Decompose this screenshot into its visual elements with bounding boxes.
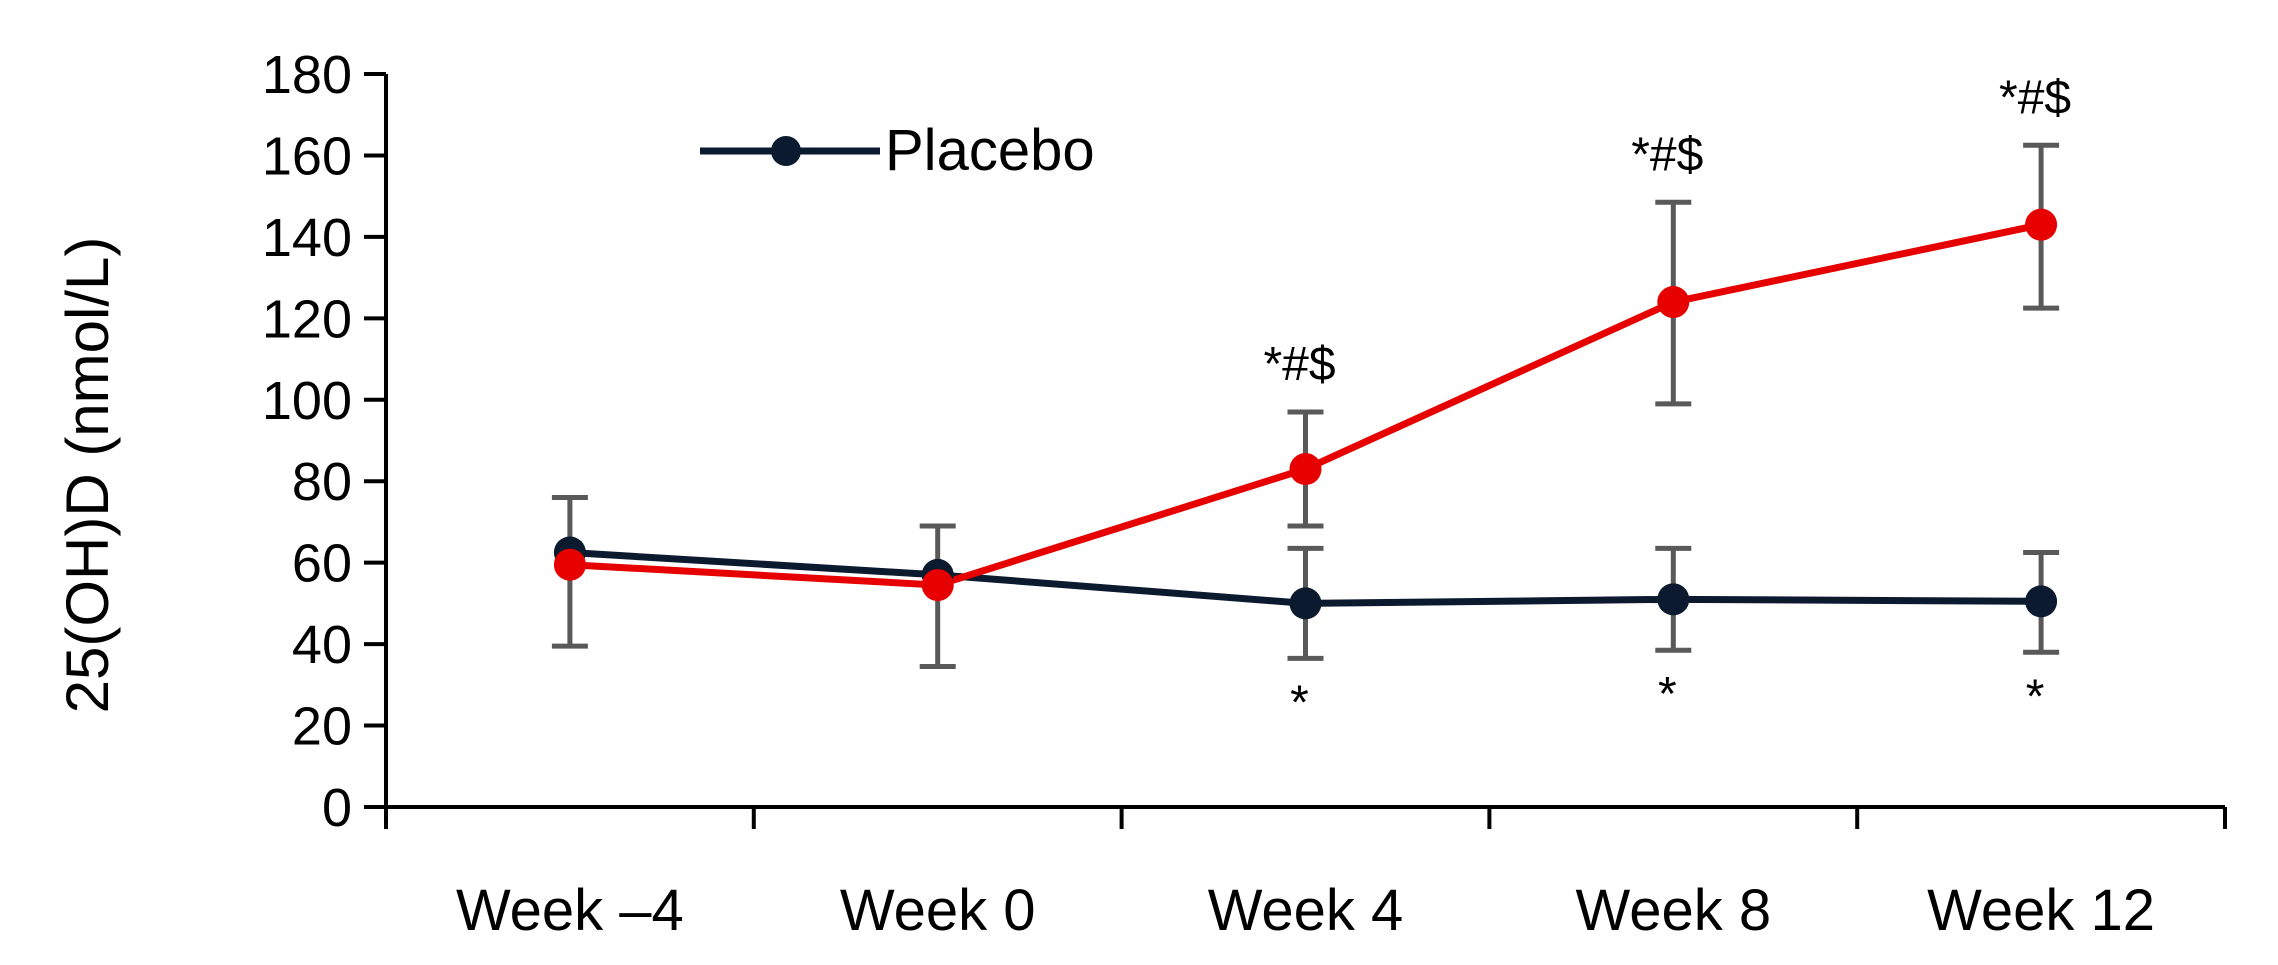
- point-s1-3: [1657, 286, 1690, 319]
- point-s0-3: [1657, 583, 1690, 616]
- y-axis-label: 25(OH)D (nmol/L): [54, 237, 121, 714]
- legend-label-placebo: Placebo: [885, 118, 1095, 183]
- data-points: [553, 208, 2058, 620]
- annotation-s1-3: *#$: [1631, 128, 1703, 181]
- annotation-s0-2: *: [1290, 676, 1309, 729]
- x-tick-label-4: Week 12: [1927, 878, 2155, 943]
- y-tick-label-140: 140: [262, 208, 352, 268]
- point-s1-2: [1289, 453, 1322, 486]
- series-line-treatment: [569, 221, 2042, 589]
- x-tick-label-1: Week 0: [840, 878, 1036, 943]
- x-tick-label-2: Week 4: [1208, 878, 1404, 943]
- y-tick-label-120: 120: [262, 289, 352, 349]
- x-tick-label-3: Week 8: [1576, 878, 1772, 943]
- annotation-s1-4: *#$: [1999, 71, 2071, 124]
- point-s1-1: [921, 569, 954, 602]
- x-tick-label-0: Week –4: [456, 878, 684, 943]
- y-tick-label-40: 40: [292, 615, 352, 675]
- significance-annotations: * * * *#$ *#$ *#$: [1263, 71, 2071, 729]
- y-tick-label-100: 100: [262, 371, 352, 431]
- annotation-s1-2: *#$: [1263, 338, 1335, 391]
- annotation-s0-3: *: [1658, 668, 1677, 721]
- annotation-s0-4: *: [2026, 670, 2045, 723]
- y-tick-label-20: 20: [292, 697, 352, 757]
- y-axis: 0 20 40 60 80 100 120 140 160 180: [262, 45, 388, 838]
- y-tick-label-60: 60: [292, 534, 352, 594]
- y-tick-label-80: 80: [292, 452, 352, 512]
- legend: Placebo: [700, 118, 1095, 183]
- y-tick-label-180: 180: [262, 45, 352, 105]
- point-s0-2: [1289, 587, 1322, 620]
- point-s1-4: [2025, 208, 2058, 241]
- x-axis: Week –4 Week 0 Week 4 Week 8 Week 12: [384, 805, 2227, 943]
- point-s0-4: [2025, 585, 2058, 618]
- point-s1-0: [553, 548, 586, 581]
- y-tick-label-0: 0: [322, 778, 352, 838]
- y-tick-label-160: 160: [262, 126, 352, 186]
- legend-marker-placebo: [771, 136, 801, 166]
